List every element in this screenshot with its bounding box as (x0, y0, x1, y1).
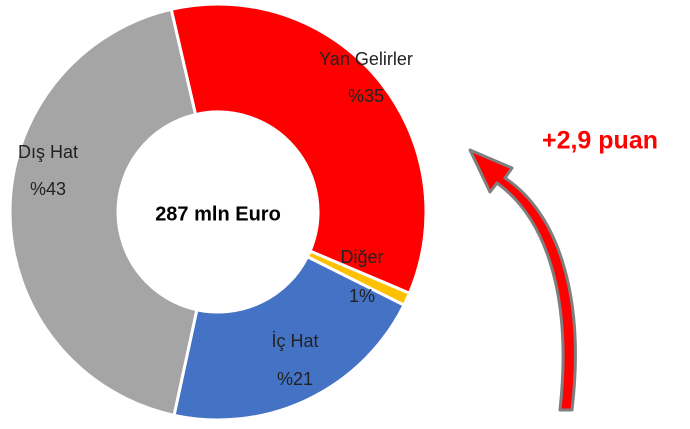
curved-arrow (468, 148, 577, 412)
slice-value-label: %43 (30, 179, 66, 199)
slice-value-label: 1% (349, 286, 375, 306)
donut-slice (8, 7, 199, 418)
donut-slice (169, 2, 428, 296)
slice-label: Diğer (340, 247, 383, 267)
donut-slice (172, 254, 406, 422)
donut (8, 2, 428, 422)
slice-label: Dış Hat (18, 142, 78, 162)
slice-label: Yan Gelirler (319, 49, 413, 69)
annotation: +2,9 puan (542, 127, 658, 155)
slice-value-label: %35 (348, 86, 384, 106)
slice-label: İç Hat (271, 331, 318, 351)
center-label: 287 mln Euro (155, 203, 281, 225)
slice-value-label: %21 (277, 369, 313, 389)
